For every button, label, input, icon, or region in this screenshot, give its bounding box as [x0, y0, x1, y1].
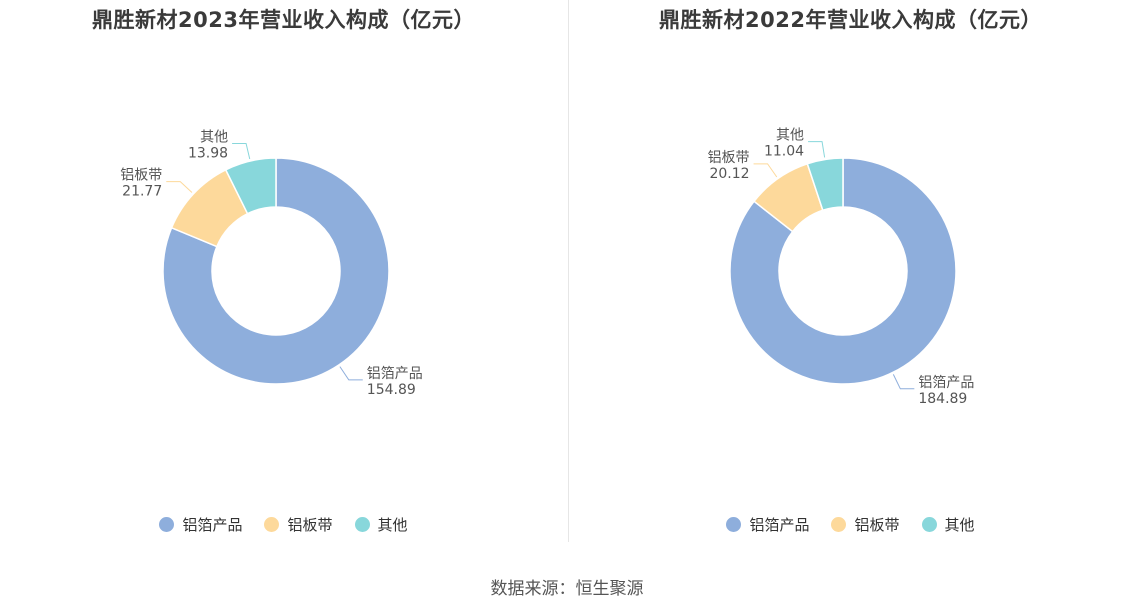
legend-marker-aluminum-foil	[726, 517, 742, 532]
leader-line-other	[808, 141, 826, 158]
leader-line-aluminum-strip	[166, 181, 193, 193]
legend-marker-other	[921, 517, 937, 532]
legend-label-aluminum-foil: 铝箔产品	[749, 516, 810, 534]
legend-marker-other	[354, 517, 370, 532]
chart-2022-title: 鼎胜新材2022年营业收入构成（亿元）	[659, 8, 1042, 32]
chart-2023-legend: 铝箔产品 铝板带 其他	[0, 514, 567, 535]
legend-item-aluminum-strip[interactable]: 铝板带	[264, 514, 333, 535]
legend-label-aluminum-strip: 铝板带	[854, 516, 900, 534]
legend-item-aluminum-strip[interactable]: 铝板带	[831, 514, 900, 535]
slice-aluminum-foil[interactable]	[729, 157, 957, 385]
chart-2023-panel: 鼎胜新材2023年营业收入构成（亿元） 铝箔产品 154.89 铝板带 21.77 其他…	[0, 0, 567, 545]
slice-name-label-other: 其他	[200, 129, 228, 145]
leader-line-other	[232, 142, 251, 160]
slice-name-label-aluminum-strip: 铝板带	[120, 168, 162, 184]
slice-other[interactable]	[806, 157, 844, 212]
legend-item-aluminum-foil[interactable]: 铝箔产品	[159, 514, 242, 535]
slice-name-label-aluminum-foil: 铝箔产品	[918, 375, 974, 391]
legend-label-other: 其他	[944, 516, 975, 534]
leader-line-aluminum-foil	[339, 366, 363, 381]
legend-label-aluminum-foil: 铝箔产品	[182, 516, 243, 534]
panel-divider	[568, 0, 569, 542]
legend-item-other[interactable]: 其他	[921, 514, 975, 535]
slice-value-label-aluminum-strip: 21.77	[122, 184, 162, 200]
legend-marker-aluminum-strip	[831, 517, 847, 532]
legend-marker-aluminum-foil	[159, 517, 175, 532]
slice-value-label-aluminum-strip: 20.12	[709, 166, 749, 182]
leader-line-aluminum-foil	[892, 374, 915, 390]
chart-2023-title: 鼎胜新材2023年营业收入构成（亿元）	[92, 8, 475, 32]
legend-label-other: 其他	[377, 516, 408, 534]
legend-item-other[interactable]: 其他	[354, 514, 408, 535]
legend-marker-aluminum-strip	[264, 517, 280, 532]
slice-value-label-other: 11.04	[764, 144, 804, 160]
slice-other[interactable]	[224, 157, 277, 215]
legend-label-aluminum-strip: 铝板带	[287, 516, 333, 534]
slice-value-label-other: 13.98	[188, 145, 228, 161]
slice-value-label-aluminum-foil: 154.89	[367, 382, 416, 398]
slice-value-label-aluminum-foil: 184.89	[918, 391, 967, 407]
slice-name-label-other: 其他	[776, 128, 804, 144]
leader-line-aluminum-strip	[753, 163, 778, 178]
slice-aluminum-foil[interactable]	[162, 157, 390, 385]
legend-item-aluminum-foil[interactable]: 铝箔产品	[726, 514, 809, 535]
slice-name-label-aluminum-foil: 铝箔产品	[367, 366, 423, 382]
data-source-note: 数据来源：恒生聚源	[490, 579, 644, 599]
slice-name-label-aluminum-strip: 铝板带	[708, 150, 750, 166]
chart-2022-legend: 铝箔产品 铝板带 其他	[567, 514, 1134, 535]
chart-2022-panel: 鼎胜新材2022年营业收入构成（亿元） 铝箔产品 184.89 铝板带 20.12 其他…	[567, 0, 1134, 545]
